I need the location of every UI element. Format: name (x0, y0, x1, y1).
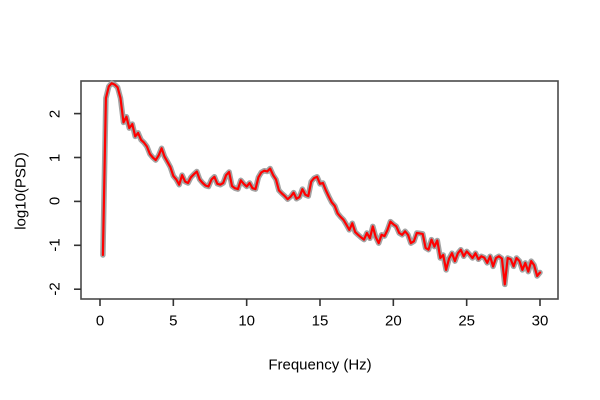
x-tick-label: 30 (531, 312, 549, 330)
y-tick-label: 0 (46, 197, 64, 206)
x-tick-label: 0 (95, 312, 105, 330)
y-tick-label: 1 (46, 153, 64, 162)
psd-line (101, 82, 542, 286)
x-tick-label: 25 (458, 312, 475, 330)
y-tick-label: -1 (46, 238, 64, 252)
y-tick-label: -2 (46, 282, 64, 296)
x-tick-label: 5 (169, 312, 178, 330)
plot-box (80, 80, 559, 300)
x-tick-label: 15 (311, 312, 329, 330)
x-tick-label: 20 (384, 312, 402, 330)
x-tick-label: 10 (238, 312, 255, 330)
x-axis-title: Frequency (Hz) (268, 356, 372, 374)
y-axis-title: log10(PSD) (12, 152, 30, 230)
y-tick-label: 2 (46, 109, 64, 118)
